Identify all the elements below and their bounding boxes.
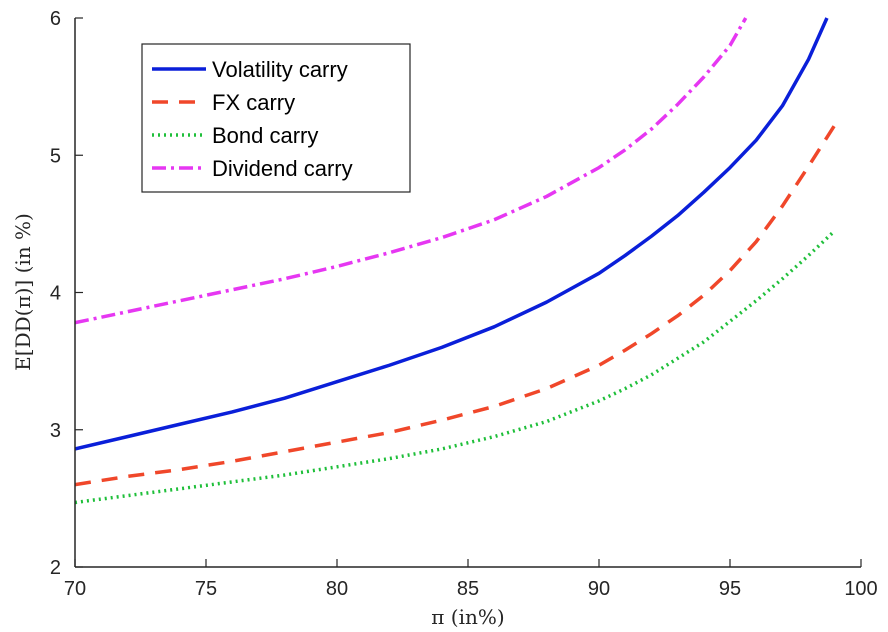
legend-label-bond-carry: Bond carry [212,123,318,148]
y-tick-label: 5 [50,145,61,167]
legend-label-volatility-carry: Volatility carry [212,57,348,82]
x-tick-label: 80 [326,578,348,600]
ticks-layer: 70 75 80 85 90 95 100 2 3 4 5 6 [50,8,878,600]
x-tick-label: 75 [195,578,217,600]
y-tick-label: 6 [50,8,61,30]
y-tick-label: 4 [50,283,61,305]
legend: Volatility carry FX carry Bond carry Divide… [141,43,411,193]
series-layer [75,17,837,505]
x-tick-label: 90 [588,578,610,600]
x-axis-title: π (in%) [431,605,504,629]
y-tick-label: 3 [50,420,61,442]
x-tick-label: 70 [64,578,86,600]
series-line-dividend-carry [75,17,748,325]
y-axis-title: E[DD(π)] (in %) [11,213,35,371]
series-line-fx-carry [75,124,837,487]
y-tick-label: 2 [50,557,61,579]
x-tick-label: 85 [457,578,479,600]
x-tick-label: 100 [844,578,877,600]
series-line-volatility-carry [75,17,829,451]
x-tick-label: 95 [719,578,741,600]
legend-label-fx-carry: FX carry [212,90,295,115]
legend-label-dividend-carry: Dividend carry [212,156,353,181]
